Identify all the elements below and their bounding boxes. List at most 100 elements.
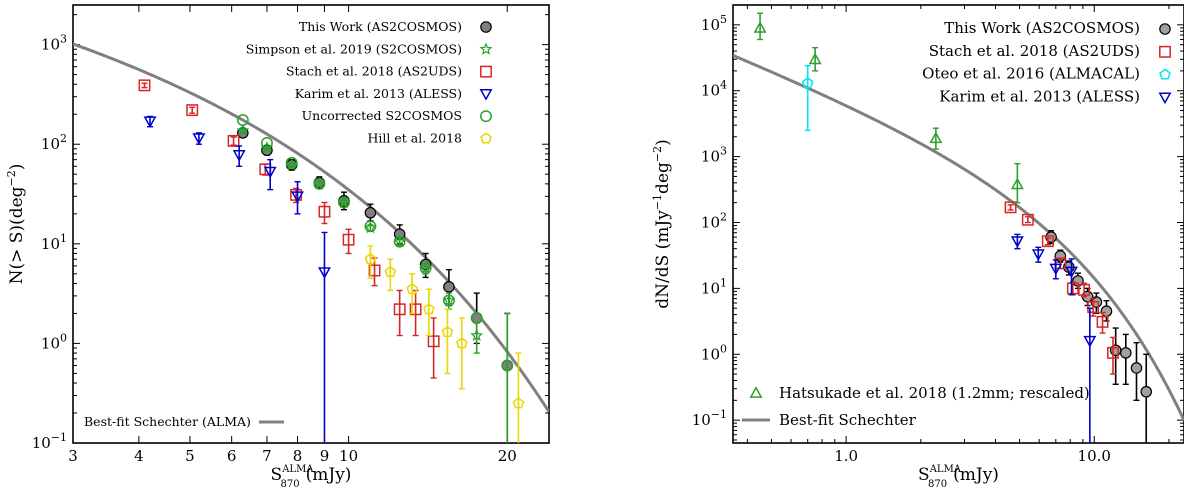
legend-marker xyxy=(480,21,492,33)
y-axis-label: N(> S)(deg−2) xyxy=(5,164,27,285)
data-point xyxy=(236,114,249,126)
legend-marker xyxy=(480,65,492,78)
data-point xyxy=(285,156,298,169)
right-panel-differential-counts: 1.0 10.0 10−1 100 101 102 103 104 105 SALMA 870 (mJ… xyxy=(651,4,1184,490)
data-point xyxy=(186,104,199,117)
data-point xyxy=(364,206,377,219)
y-tick-label: 101 xyxy=(701,276,727,297)
data-point xyxy=(1078,283,1091,296)
data-point xyxy=(312,177,326,190)
x-axis-label: SALMA 870 (mJy) xyxy=(918,464,999,490)
data-point xyxy=(456,337,468,349)
data-point xyxy=(368,264,381,277)
y-tick-label: 100 xyxy=(41,331,67,352)
legend-marker xyxy=(480,110,492,123)
data-point xyxy=(384,265,397,278)
legend-label: Best-fit Schechter (ALMA) xyxy=(84,414,251,429)
x-tick-label: 9 xyxy=(320,447,330,465)
legend-label: This Work (AS2COSMOS) xyxy=(944,19,1140,37)
data-point xyxy=(138,79,151,92)
y-tick-label: 104 xyxy=(701,79,727,100)
data-point xyxy=(337,195,351,208)
data-point xyxy=(470,328,484,341)
data-point xyxy=(512,397,525,409)
data-point xyxy=(1140,385,1153,398)
x-tick-label: 4 xyxy=(134,447,144,465)
data-point xyxy=(1041,235,1054,248)
data-point xyxy=(801,77,814,89)
x-tick-label: 10.0 xyxy=(1078,447,1111,465)
data-point xyxy=(393,235,406,248)
data-point xyxy=(1119,347,1132,359)
legend-marker xyxy=(479,42,493,55)
data-point xyxy=(1010,236,1024,248)
left-panel-cumulative-counts: 3 4 5 6 7 8 9 10 20 10−1 100 101 102 103 SALMA 870 (mJy)… xyxy=(5,4,550,490)
y-tick-label: 102 xyxy=(701,210,727,231)
data-point xyxy=(1004,201,1017,214)
plot-frame xyxy=(732,4,1184,444)
data-point xyxy=(263,166,277,179)
data-point xyxy=(1107,346,1119,359)
series-4 xyxy=(753,12,1024,204)
data-point xyxy=(364,220,377,233)
data-point xyxy=(393,303,406,316)
data-point xyxy=(313,177,326,190)
data-point xyxy=(1109,344,1122,357)
legend-marker xyxy=(480,132,492,144)
data-point xyxy=(318,205,331,218)
y-tick-label: 105 xyxy=(701,13,727,34)
series-0 xyxy=(1045,230,1153,443)
data-point xyxy=(1049,263,1063,276)
plot-frame xyxy=(72,4,550,444)
y-tick-label: 102 xyxy=(41,132,67,153)
data-point xyxy=(1083,335,1097,348)
series-3 xyxy=(143,115,331,443)
data-point xyxy=(406,283,418,295)
series-2 xyxy=(801,64,814,132)
series-4 xyxy=(236,114,514,443)
series-1 xyxy=(236,123,484,354)
y-tick-label: 103 xyxy=(41,33,67,54)
data-point xyxy=(338,196,350,209)
data-point xyxy=(1096,315,1109,328)
data-point xyxy=(1021,213,1034,226)
legend-label: Hatsukade et al. 2018 (1.2mm; rescaled) xyxy=(779,384,1090,402)
legend-label: Hill et al. 2018 xyxy=(368,131,463,146)
legend-marker xyxy=(1159,45,1171,58)
x-axis-label: SALMA 870 (mJy) xyxy=(271,464,352,490)
series-5 xyxy=(364,245,525,443)
data-point xyxy=(261,136,273,149)
data-point xyxy=(232,150,246,162)
data-point xyxy=(1065,266,1079,279)
y-tick-label: 100 xyxy=(701,342,727,363)
data-point xyxy=(1031,249,1045,261)
legend-marker xyxy=(1159,23,1171,35)
data-point xyxy=(236,123,250,137)
legend-marker xyxy=(1159,68,1171,80)
legend-label: Oteo et al. 2016 (ALMACAL) xyxy=(922,65,1140,83)
data-point xyxy=(1130,362,1143,374)
data-point xyxy=(227,134,240,147)
legend-label: Karim et al. 2013 (ALESS) xyxy=(295,86,462,101)
y-tick-label: 101 xyxy=(41,232,67,253)
data-point xyxy=(442,293,456,306)
data-point xyxy=(427,335,440,348)
data-point xyxy=(1066,282,1079,295)
data-point xyxy=(808,52,822,65)
data-point xyxy=(470,312,483,324)
data-point xyxy=(423,303,435,315)
data-point xyxy=(753,21,767,33)
legend-marker xyxy=(749,386,763,398)
legend-marker xyxy=(479,88,493,101)
y-tick-label: 103 xyxy=(701,145,727,166)
legend-label: Uncorrected S2COSMOS xyxy=(302,108,462,123)
data-point xyxy=(1087,301,1100,314)
legend-label: Stach et al. 2018 (AS2UDS) xyxy=(929,42,1140,60)
data-point xyxy=(285,158,299,171)
legend-label: This Work (AS2COSMOS) xyxy=(299,19,462,34)
x-tick-label: 6 xyxy=(227,447,237,465)
x-tick-label: 10 xyxy=(339,447,358,465)
data-point xyxy=(364,253,377,265)
y-tick-label: 10−1 xyxy=(32,431,67,452)
